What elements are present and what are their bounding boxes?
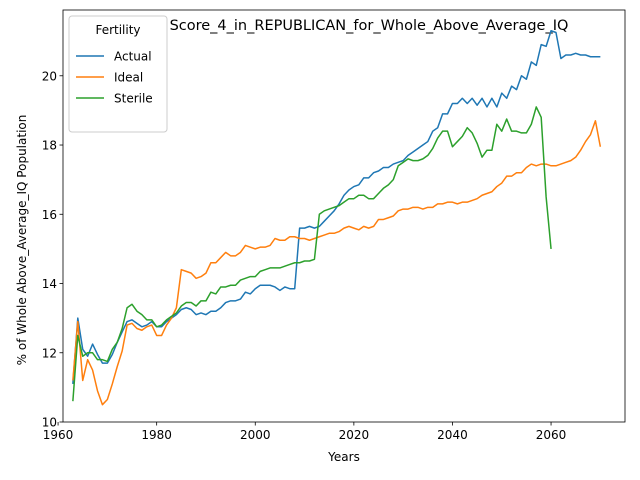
legend-title: Fertility <box>95 23 140 37</box>
x-tick-label: 1960 <box>43 428 74 442</box>
x-tick-label: 1980 <box>141 428 172 442</box>
y-tick-label: 16 <box>42 208 57 222</box>
y-axis-label: % of Whole Above_Average_IQ Population <box>15 115 29 366</box>
y-tick-label: 20 <box>42 69 57 83</box>
legend-label-ideal: Ideal <box>114 71 143 85</box>
plot-frame <box>62 9 626 423</box>
x-tick-label: 2020 <box>339 428 370 442</box>
y-tick-label: 18 <box>42 139 57 153</box>
axis-ticks: 1960 1980 2000 2020 2040 2060 10 12 14 16 18 20 <box>42 69 567 442</box>
series-line-sterile <box>72 106 552 402</box>
legend: Fertility Actual Ideal Sterile <box>68 15 168 133</box>
series-line-ideal <box>72 120 602 406</box>
x-tick-label: 2060 <box>536 428 567 442</box>
y-tick-label: 12 <box>42 346 57 360</box>
legend-label-sterile: Sterile <box>114 92 153 106</box>
x-tick-label: 2040 <box>437 428 468 442</box>
series-line-actual <box>72 30 601 384</box>
chart-title: Score_4_in_REPUBLICAN_for_Whole_Above_Av… <box>170 18 569 34</box>
x-axis-label: Years <box>327 450 360 464</box>
x-tick-label: 2000 <box>240 428 271 442</box>
series-group <box>72 30 602 406</box>
y-tick-label: 10 <box>42 416 57 430</box>
y-tick-label: 14 <box>42 277 57 291</box>
legend-label-actual: Actual <box>114 50 152 64</box>
legend-box <box>68 15 168 133</box>
